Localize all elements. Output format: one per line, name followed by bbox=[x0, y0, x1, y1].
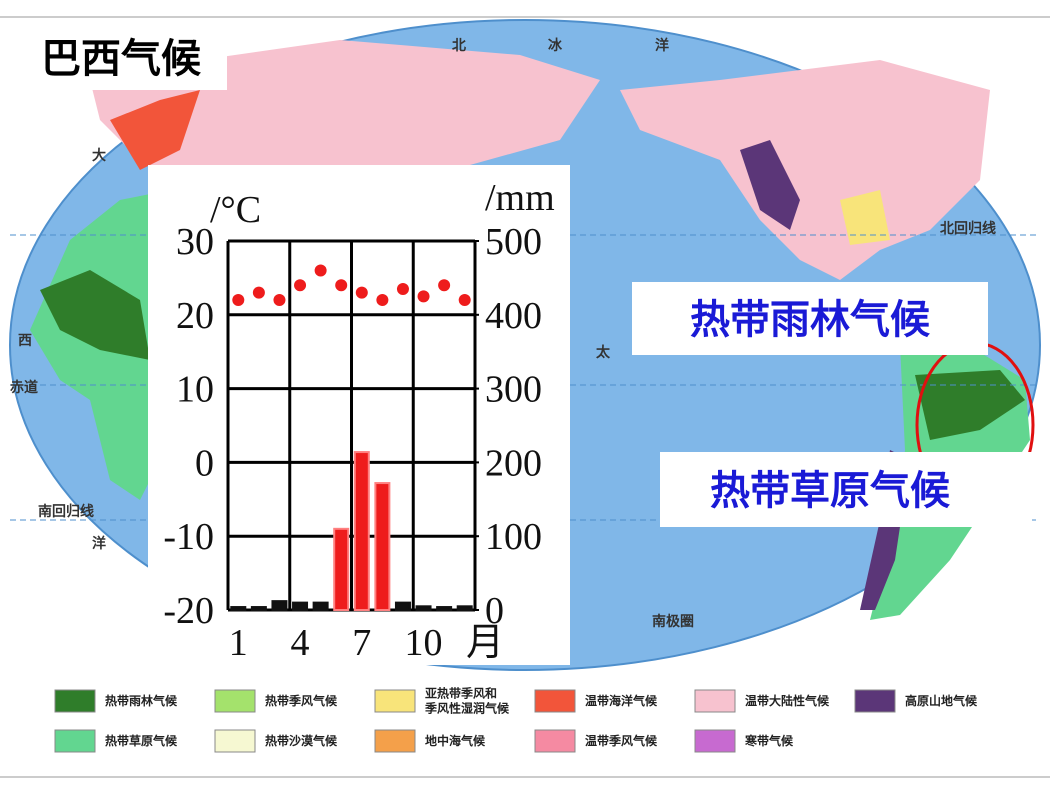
y2-axis-label: /mm bbox=[485, 177, 555, 219]
precip-bar bbox=[333, 527, 350, 612]
map-label: 太 bbox=[596, 344, 611, 361]
title-box bbox=[15, 28, 227, 90]
x-tick-label: 1 bbox=[229, 622, 248, 664]
precip-bar bbox=[436, 606, 453, 611]
temp-point bbox=[335, 279, 348, 292]
precip-bar bbox=[250, 606, 267, 611]
y-tick-label: 0 bbox=[195, 442, 214, 484]
temp-point bbox=[294, 279, 307, 292]
precip-bar bbox=[353, 451, 370, 611]
y-axis-label: /°C bbox=[210, 189, 261, 231]
temp-point bbox=[355, 286, 368, 299]
temp-point bbox=[232, 294, 245, 307]
north-america bbox=[620, 60, 990, 280]
legend-label: 热带雨林气候 bbox=[105, 693, 178, 708]
legend-label: 亚热带季风和季风性湿润气候 bbox=[424, 686, 510, 716]
legend-swatch bbox=[694, 729, 736, 753]
y2-tick-label: 0 bbox=[485, 590, 504, 632]
precip-bar bbox=[312, 601, 329, 611]
legend-label: 地中海气候 bbox=[425, 733, 486, 748]
temp-point bbox=[252, 286, 265, 299]
y-tick-label: -10 bbox=[163, 516, 214, 558]
precip-bar bbox=[374, 482, 391, 611]
legend-label: 高原山地气候 bbox=[905, 693, 978, 708]
legend-swatch bbox=[214, 729, 256, 753]
map-label: 西 bbox=[18, 333, 32, 349]
temp-point bbox=[314, 264, 327, 277]
y2-tick-label: 100 bbox=[485, 516, 542, 558]
legend-swatch bbox=[854, 689, 896, 713]
temp-point bbox=[273, 294, 286, 307]
map-label: 洋 bbox=[655, 37, 669, 54]
map-label: 北 bbox=[452, 38, 466, 54]
rockies bbox=[740, 140, 800, 230]
map-label: 南回归线 bbox=[38, 503, 94, 520]
y2-tick-label: 300 bbox=[485, 369, 542, 411]
title: 巴西气候 bbox=[41, 36, 201, 82]
x-tick-label: 10 bbox=[405, 622, 443, 664]
legend-swatch bbox=[54, 729, 96, 753]
legend-swatch bbox=[54, 689, 96, 713]
y-tick-label: 10 bbox=[176, 369, 214, 411]
legend-label: 温带海洋气候 bbox=[585, 693, 658, 708]
temp-point bbox=[438, 279, 451, 292]
callout-box bbox=[660, 452, 1032, 527]
europe-west bbox=[110, 90, 200, 170]
callout: 热带雨林气候 bbox=[690, 297, 930, 343]
legend-label: 寒带气候 bbox=[744, 733, 794, 748]
temp-point bbox=[458, 294, 471, 307]
y2-tick-label: 200 bbox=[485, 442, 542, 484]
map-label: 赤道 bbox=[10, 379, 38, 396]
callout: 热带草原气候 bbox=[710, 468, 950, 514]
legend-swatch bbox=[374, 729, 416, 753]
legend-swatch bbox=[374, 689, 416, 713]
precip-bar bbox=[230, 606, 247, 611]
na-east bbox=[840, 190, 890, 245]
x-unit: 月 bbox=[466, 622, 504, 664]
map-label: 南极圈 bbox=[652, 613, 694, 630]
map-label: 北回归线 bbox=[940, 220, 996, 237]
legend-label: 热带季风气候 bbox=[265, 693, 338, 708]
legend-label: 热带草原气候 bbox=[105, 733, 178, 748]
legend-label: 热带沙漠气候 bbox=[265, 733, 338, 748]
map-label: 洋 bbox=[92, 535, 106, 552]
x-tick-label: 7 bbox=[352, 622, 371, 664]
legend-label: 温带大陆性气候 bbox=[745, 693, 830, 708]
map-label: 冰 bbox=[548, 37, 563, 54]
legend-swatch bbox=[534, 729, 576, 753]
y2-tick-label: 500 bbox=[485, 221, 542, 263]
map-label: 大 bbox=[92, 147, 106, 164]
precip-bar bbox=[271, 600, 288, 611]
temp-point bbox=[376, 294, 389, 307]
temp-point bbox=[417, 290, 430, 303]
amazon bbox=[915, 370, 1025, 440]
legend-swatch bbox=[694, 689, 736, 713]
temp-point bbox=[396, 282, 409, 295]
precip-bar bbox=[415, 605, 432, 611]
precip-bar bbox=[292, 601, 309, 611]
y-tick-label: 20 bbox=[176, 295, 214, 337]
y-tick-label: -20 bbox=[163, 590, 214, 632]
legend: 热带雨林气候 热带季风气候 亚热带季风和季风性湿润气候 温带海洋气候 温带大陆性气候 高原… bbox=[54, 686, 978, 753]
legend-label: 温带季风气候 bbox=[585, 733, 658, 748]
legend-swatch bbox=[214, 689, 256, 713]
africa-rainforest bbox=[40, 270, 150, 360]
legend-swatch bbox=[534, 689, 576, 713]
precip-bar bbox=[394, 601, 411, 611]
x-tick-label: 4 bbox=[291, 622, 310, 664]
y2-tick-label: 400 bbox=[485, 295, 542, 337]
y-tick-label: 30 bbox=[176, 221, 214, 263]
callout-box bbox=[632, 282, 988, 355]
precip-bar bbox=[456, 605, 473, 611]
